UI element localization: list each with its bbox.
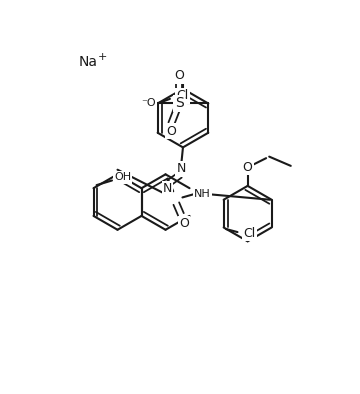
Text: +: + xyxy=(98,52,108,62)
Text: O: O xyxy=(179,217,189,230)
Text: O: O xyxy=(166,125,176,138)
Text: ⁻O: ⁻O xyxy=(141,98,156,108)
Text: Na: Na xyxy=(78,55,97,69)
Text: Cl: Cl xyxy=(244,227,256,240)
Text: S: S xyxy=(175,97,183,110)
Text: NH: NH xyxy=(194,190,211,199)
Text: Cl: Cl xyxy=(176,89,188,102)
Text: N: N xyxy=(177,162,186,175)
Text: OH: OH xyxy=(114,173,131,182)
Text: O: O xyxy=(243,161,253,174)
Text: N: N xyxy=(163,182,172,195)
Text: O: O xyxy=(174,69,184,82)
